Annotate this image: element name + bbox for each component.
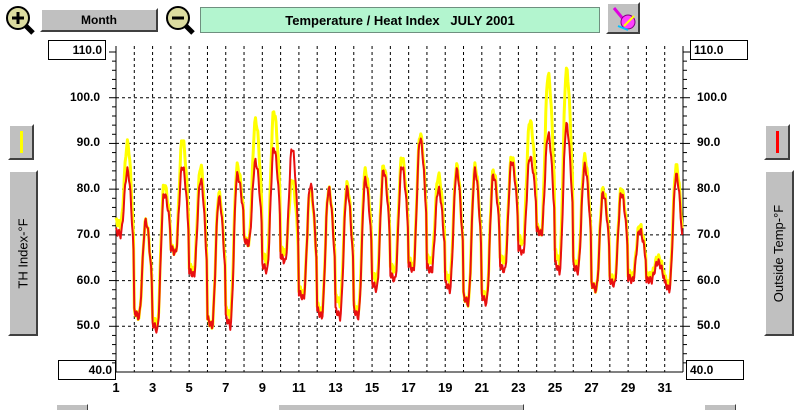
y-tick-label-right: 90.0 — [697, 135, 721, 150]
x-tick-label: 5 — [185, 380, 193, 395]
y-tick-label-left: 90.0 — [76, 135, 100, 150]
paint-button[interactable] — [606, 2, 640, 34]
series-line-outside-temp — [115, 121, 684, 334]
x-tick-label: 17 — [401, 380, 416, 395]
y-tick-label-right: 60.0 — [697, 272, 721, 287]
x-tick-label: 9 — [258, 380, 266, 395]
x-tick-label: 29 — [620, 380, 636, 395]
zoom-out-button[interactable] — [164, 4, 196, 36]
zoom-in-button[interactable] — [4, 4, 36, 36]
x-tick-label: 15 — [364, 380, 380, 395]
x-tick-label: 23 — [511, 380, 526, 395]
scrollbar-right-arrow[interactable] — [704, 404, 736, 410]
month-button[interactable]: Month — [40, 8, 158, 32]
y-tick-label-right: 80.0 — [697, 181, 721, 196]
y-tick-label-right: 50.0 — [697, 318, 721, 333]
y-tick-label-left: 70.0 — [76, 226, 100, 241]
y-tick-label-left: 50.0 — [76, 318, 100, 333]
x-tick-label: 21 — [474, 380, 490, 395]
th-index-axis-label: TH Index-°F — [8, 170, 38, 336]
x-tick-label: 11 — [292, 380, 306, 395]
magnifier-minus-icon — [166, 6, 195, 35]
x-tick-label: 3 — [148, 380, 157, 395]
x-tick-label: 31 — [657, 380, 672, 395]
y-tick-label-left: 80.0 — [76, 181, 100, 196]
y-tick-label-left: 60.0 — [76, 272, 100, 287]
y-tick-label-right: 100.0 — [697, 89, 728, 104]
scrollbar-left-arrow[interactable] — [56, 404, 88, 410]
x-tick-label: 13 — [328, 380, 343, 395]
outside-temp-legend-swatch — [775, 131, 779, 153]
left-max-value[interactable]: 110.0 — [48, 40, 106, 60]
x-tick-label: 25 — [547, 380, 563, 395]
scrollbar-thumb[interactable] — [278, 404, 524, 410]
outside-temp-legend-button[interactable] — [764, 124, 790, 160]
chart-title: Temperature / Heat Index JULY 2001 — [200, 7, 600, 33]
x-tick-label: 27 — [584, 380, 599, 395]
right-max-value[interactable]: 110.0 — [690, 40, 748, 60]
paint-brush-icon — [612, 7, 636, 31]
x-tick-label: 1 — [112, 380, 120, 395]
right-min-value[interactable]: 40.0 — [686, 360, 744, 380]
x-tick-label: 19 — [437, 380, 453, 395]
th-index-legend-swatch — [19, 131, 23, 153]
magnifier-plus-icon — [6, 6, 35, 35]
y-tick-label-right: 70.0 — [697, 226, 721, 241]
outside-temp-axis-label: Outside Temp-°F — [764, 170, 794, 336]
y-tick-label-left: 100.0 — [69, 89, 100, 104]
x-tick-label: 7 — [222, 380, 230, 395]
chart-title-text: Temperature / Heat Index JULY 2001 — [285, 12, 515, 28]
th-index-legend-button[interactable] — [8, 124, 34, 160]
month-button-label: Month — [81, 13, 117, 27]
